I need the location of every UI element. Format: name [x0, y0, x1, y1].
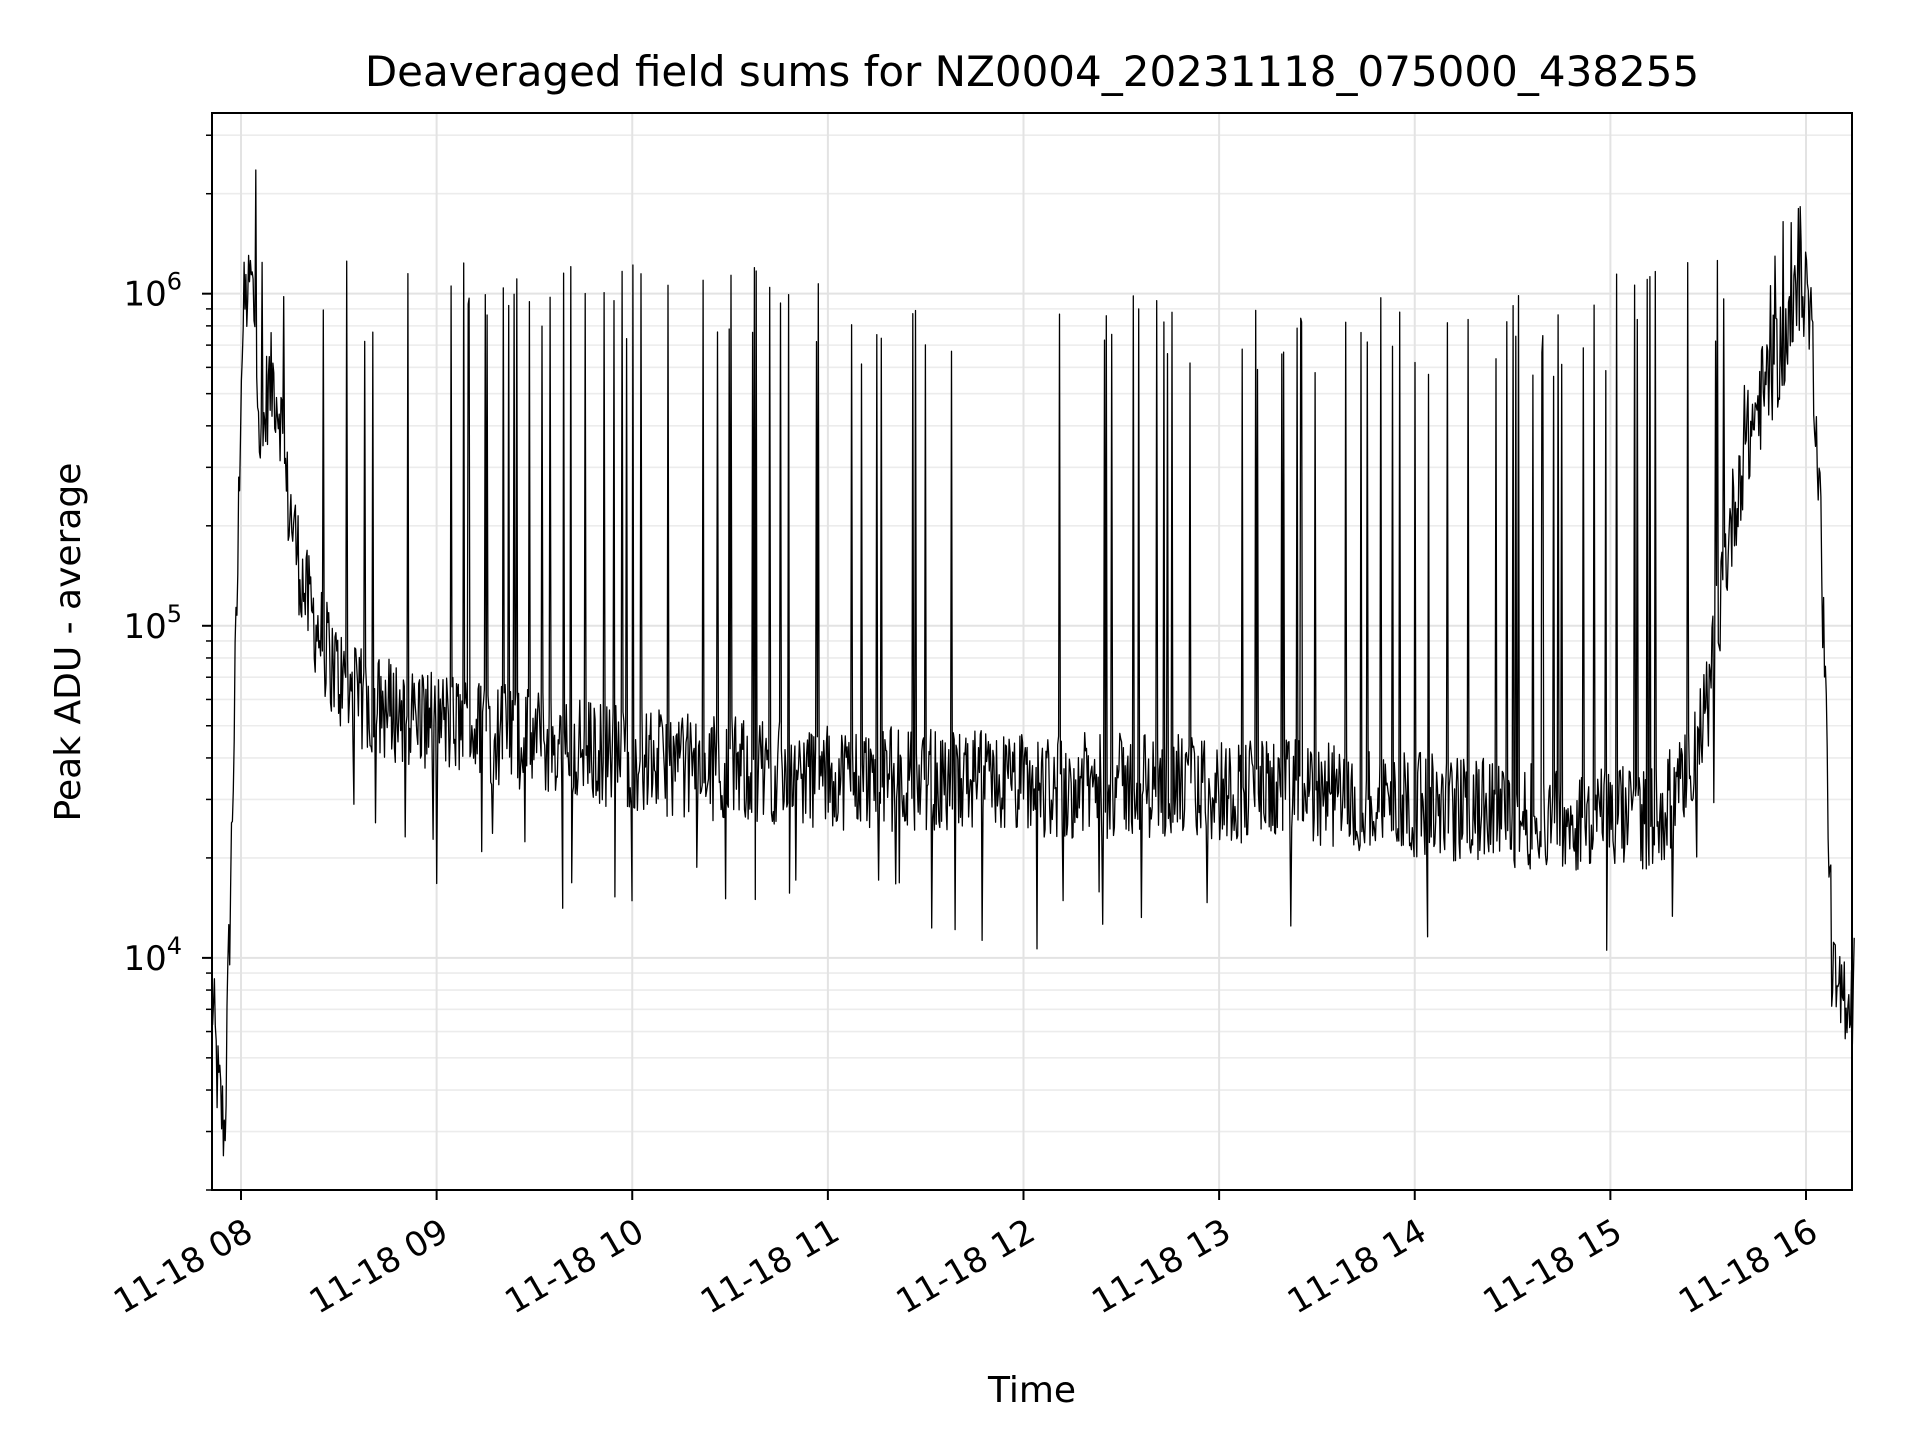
y-axis-label: Peak ADU - average	[48, 463, 89, 822]
x-tick-label: 11-18 13	[1085, 1211, 1237, 1322]
x-tick-label: 11-18 14	[1281, 1211, 1433, 1322]
y-tick-label: 106	[123, 268, 182, 315]
y-tick-label: 105	[123, 600, 182, 647]
data-series	[211, 169, 1855, 1157]
y-tick-label: 104	[123, 932, 182, 979]
x-tick-label: 11-18 10	[498, 1211, 650, 1322]
x-tick-label: 11-18 11	[694, 1211, 846, 1322]
series-line	[211, 169, 1855, 1157]
x-tick-label: 11-18 09	[303, 1211, 455, 1322]
x-axis-label: Time	[987, 1370, 1076, 1411]
x-tick-label: 11-18 15	[1476, 1211, 1628, 1322]
x-tick-label: 11-18 12	[890, 1211, 1042, 1322]
x-tick-label: 11-18 08	[107, 1211, 259, 1322]
x-tick-label: 11-18 16	[1672, 1211, 1824, 1322]
plot-frame	[211, 112, 1853, 1191]
chart-title: Deaveraged field sums for NZ0004_2023111…	[365, 47, 1699, 96]
grid	[212, 113, 1852, 1191]
